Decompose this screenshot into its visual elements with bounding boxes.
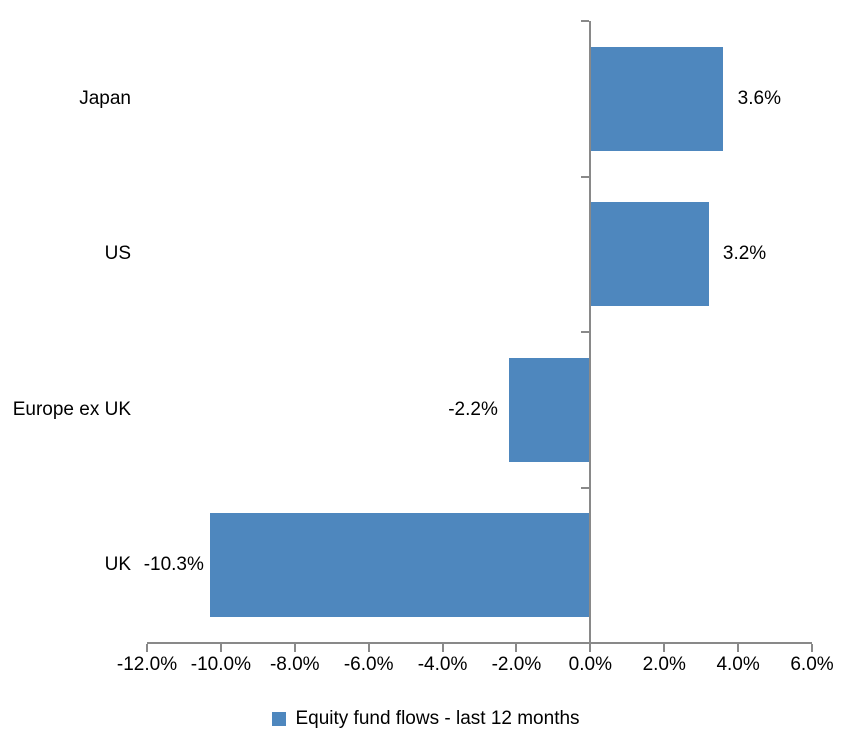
value-axis-tick-label: 6.0% — [790, 654, 834, 675]
category-axis-tick — [581, 331, 590, 333]
legend-swatch-icon — [272, 712, 287, 726]
category-axis-tick — [581, 486, 590, 489]
category-label-japan: Japan — [79, 87, 131, 109]
bar-us — [590, 202, 709, 307]
value-label-us: 3.2% — [722, 243, 767, 265]
value-axis-tick — [219, 644, 222, 652]
value-axis-tick — [589, 644, 592, 652]
value-axis-tick — [737, 644, 740, 652]
value-axis-tick — [515, 644, 518, 652]
category-label-uk: UK — [104, 554, 131, 576]
category-label-europe-ex-uk: Europe ex UK — [12, 398, 131, 420]
value-axis-tick — [811, 644, 813, 652]
value-axis-tick-label: -10.0% — [190, 654, 251, 675]
category-axis-line — [589, 21, 592, 643]
value-label-uk: -10.3% — [143, 554, 204, 576]
value-axis-tick-label: -8.0% — [269, 654, 320, 675]
value-axis-tick-label: 0.0% — [568, 654, 612, 675]
value-axis-tick-label: -4.0% — [417, 654, 468, 675]
value-axis-tick-label: -2.0% — [491, 654, 542, 675]
value-axis-tick-label: 2.0% — [642, 654, 686, 675]
value-axis-tick-label: -12.0% — [116, 654, 178, 675]
value-axis-tick-label: 4.0% — [716, 654, 760, 675]
category-axis-tick — [581, 20, 590, 22]
value-axis-tick-label: -6.0% — [343, 654, 394, 675]
value-axis-tick — [293, 644, 296, 652]
category-label-us: US — [104, 243, 131, 265]
legend-series-label: Equity fund flows - last 12 months — [295, 708, 580, 729]
value-axis-line — [147, 642, 812, 644]
chart-legend: Equity fund flows - last 12 months — [0, 704, 852, 734]
bar-japan — [590, 46, 724, 151]
value-axis-tick — [367, 644, 370, 652]
value-axis-tick — [663, 644, 666, 652]
value-axis-tick — [441, 644, 444, 652]
category-axis-tick — [581, 175, 590, 178]
value-label-europe-ex-uk: -2.2% — [448, 398, 498, 420]
value-axis-tick — [146, 644, 148, 652]
value-label-japan: 3.6% — [737, 87, 781, 109]
bar-uk — [209, 513, 591, 618]
bar-europe-ex-uk — [509, 357, 591, 462]
